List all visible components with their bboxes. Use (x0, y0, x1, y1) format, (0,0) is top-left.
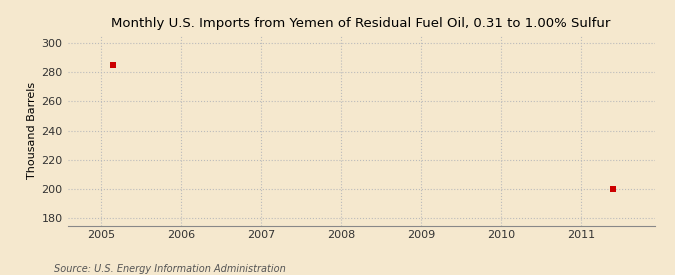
Text: Source: U.S. Energy Information Administration: Source: U.S. Energy Information Administ… (54, 264, 286, 274)
Title: Monthly U.S. Imports from Yemen of Residual Fuel Oil, 0.31 to 1.00% Sulfur: Monthly U.S. Imports from Yemen of Resid… (111, 17, 611, 31)
Y-axis label: Thousand Barrels: Thousand Barrels (27, 82, 37, 179)
